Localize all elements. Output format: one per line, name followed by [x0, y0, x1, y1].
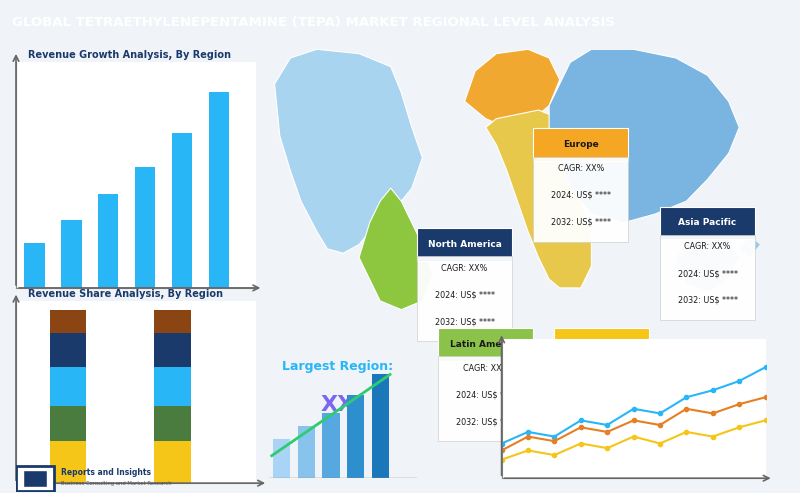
Text: CAGR: XX%: CAGR: XX% [442, 264, 488, 273]
Text: 2032: US$ ****: 2032: US$ **** [550, 218, 611, 227]
Bar [154, 310, 190, 333]
Text: Asia Pacific: Asia Pacific [678, 218, 737, 227]
Polygon shape [676, 232, 739, 292]
FancyBboxPatch shape [438, 356, 534, 441]
FancyBboxPatch shape [16, 466, 54, 491]
Text: North America: North America [428, 240, 502, 249]
Bar [371, 374, 389, 478]
FancyBboxPatch shape [660, 235, 755, 320]
Text: Business Consulting and Market Research: Business Consulting and Market Research [61, 481, 171, 486]
Text: MEA: MEA [591, 340, 613, 349]
Bar [50, 333, 86, 367]
Bar [135, 167, 155, 288]
Bar [154, 367, 190, 406]
Bar [50, 367, 86, 406]
Polygon shape [465, 49, 560, 127]
Text: CAGR: XX%: CAGR: XX% [462, 364, 509, 373]
Text: XX: XX [321, 395, 355, 415]
Text: Latin America: Latin America [450, 340, 521, 349]
Bar [172, 133, 192, 288]
FancyBboxPatch shape [660, 207, 755, 239]
Bar [154, 441, 190, 483]
Polygon shape [739, 236, 760, 257]
Text: Europe: Europe [563, 140, 598, 149]
Bar [62, 220, 82, 288]
Text: 2024: US$ ****: 2024: US$ **** [550, 191, 611, 200]
Bar [154, 333, 190, 367]
Bar [50, 441, 86, 483]
Bar [322, 413, 339, 478]
Polygon shape [274, 49, 422, 253]
Text: 2032: US$ ****: 2032: US$ **** [678, 296, 738, 305]
Text: XX: XX [579, 395, 614, 415]
FancyBboxPatch shape [417, 256, 512, 342]
Polygon shape [549, 49, 739, 223]
Bar [273, 439, 290, 478]
FancyBboxPatch shape [23, 470, 47, 487]
Text: Revenue Share Analysis, By Region: Revenue Share Analysis, By Region [28, 289, 223, 299]
Bar [298, 426, 315, 478]
Text: 2024: US$ ****: 2024: US$ **** [434, 291, 494, 300]
FancyBboxPatch shape [438, 328, 534, 360]
Bar [50, 310, 86, 333]
Text: 2032: US$ ****: 2032: US$ **** [434, 317, 494, 327]
Text: 2024: US$ ****: 2024: US$ **** [456, 390, 516, 399]
Bar [154, 406, 190, 441]
Text: Largest Region:: Largest Region: [282, 359, 394, 373]
Text: 2024: US$ ****: 2024: US$ **** [678, 269, 738, 278]
Text: Fastest Growing Region:: Fastest Growing Region: [510, 359, 682, 373]
Text: Reports and Insights: Reports and Insights [61, 468, 151, 477]
Text: CAGR: XX%: CAGR: XX% [684, 242, 730, 251]
FancyBboxPatch shape [534, 129, 628, 161]
FancyBboxPatch shape [534, 157, 628, 242]
Polygon shape [486, 110, 591, 288]
Text: Revenue Growth Analysis, By Region: Revenue Growth Analysis, By Region [28, 50, 231, 60]
FancyBboxPatch shape [554, 356, 650, 441]
Bar [24, 243, 45, 288]
Bar [209, 92, 230, 288]
Text: 2032: US$ ****: 2032: US$ **** [456, 418, 516, 426]
Text: CAGR: XX%: CAGR: XX% [578, 364, 625, 373]
Bar [50, 406, 86, 441]
FancyBboxPatch shape [417, 228, 512, 261]
Polygon shape [359, 188, 433, 310]
FancyBboxPatch shape [554, 328, 650, 360]
Bar [347, 395, 364, 478]
Text: GLOBAL TETRAETHYLENEPENTAMINE (TEPA) MARKET REGIONAL LEVEL ANALYSIS: GLOBAL TETRAETHYLENEPENTAMINE (TEPA) MAR… [12, 16, 615, 29]
Text: 2024: US$ ****: 2024: US$ **** [572, 390, 632, 399]
Bar [98, 194, 118, 288]
Text: 2032: US$ ****: 2032: US$ **** [572, 418, 632, 426]
Text: CAGR: XX%: CAGR: XX% [558, 164, 604, 173]
